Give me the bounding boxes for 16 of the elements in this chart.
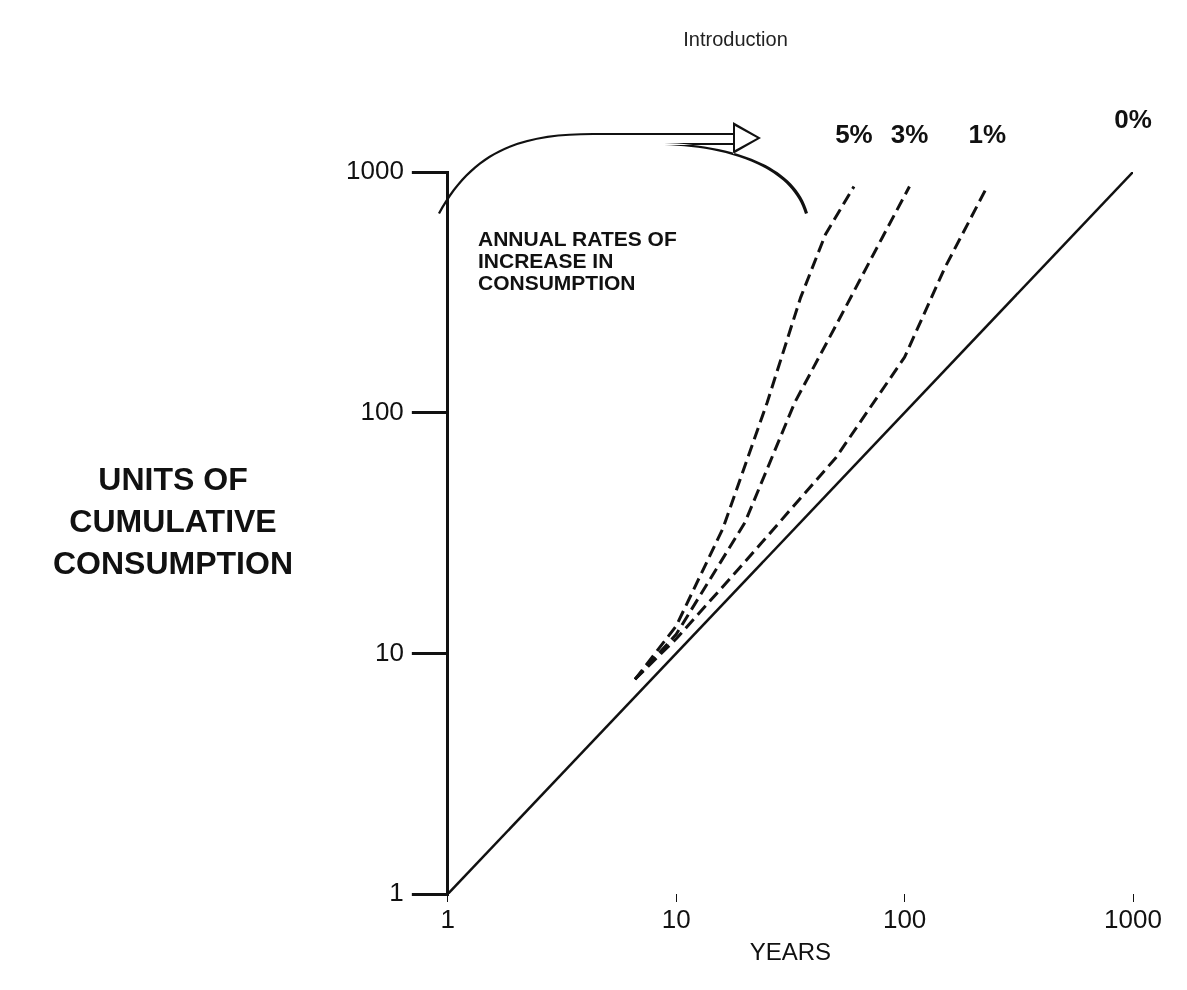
series-label: 0% [1114,104,1152,135]
x-tick-label: 10 [661,903,691,934]
series-label: 5% [835,118,873,149]
x-tick-label: 100 [882,903,927,934]
y-tick-label: 1 [389,877,404,908]
x-axis-title: YEARS [749,938,832,966]
x-tick-label: 1000 [1104,903,1162,934]
y-axis-title: UNITS OF CUMULATIVE CONSUMPTION [53,460,293,581]
annotation: ANNUAL RATES OF INCREASE IN CONSUMPTION [478,227,677,295]
y-tick-label: 1000 [346,155,404,186]
series-label: 3% [890,118,929,149]
y-tick-label: 100 [360,395,404,426]
x-tick-label: 1 [440,903,456,934]
chart-title: Introduction [683,27,788,50]
y-tick-label: 10 [374,636,404,667]
series-label: 1% [968,118,1007,149]
